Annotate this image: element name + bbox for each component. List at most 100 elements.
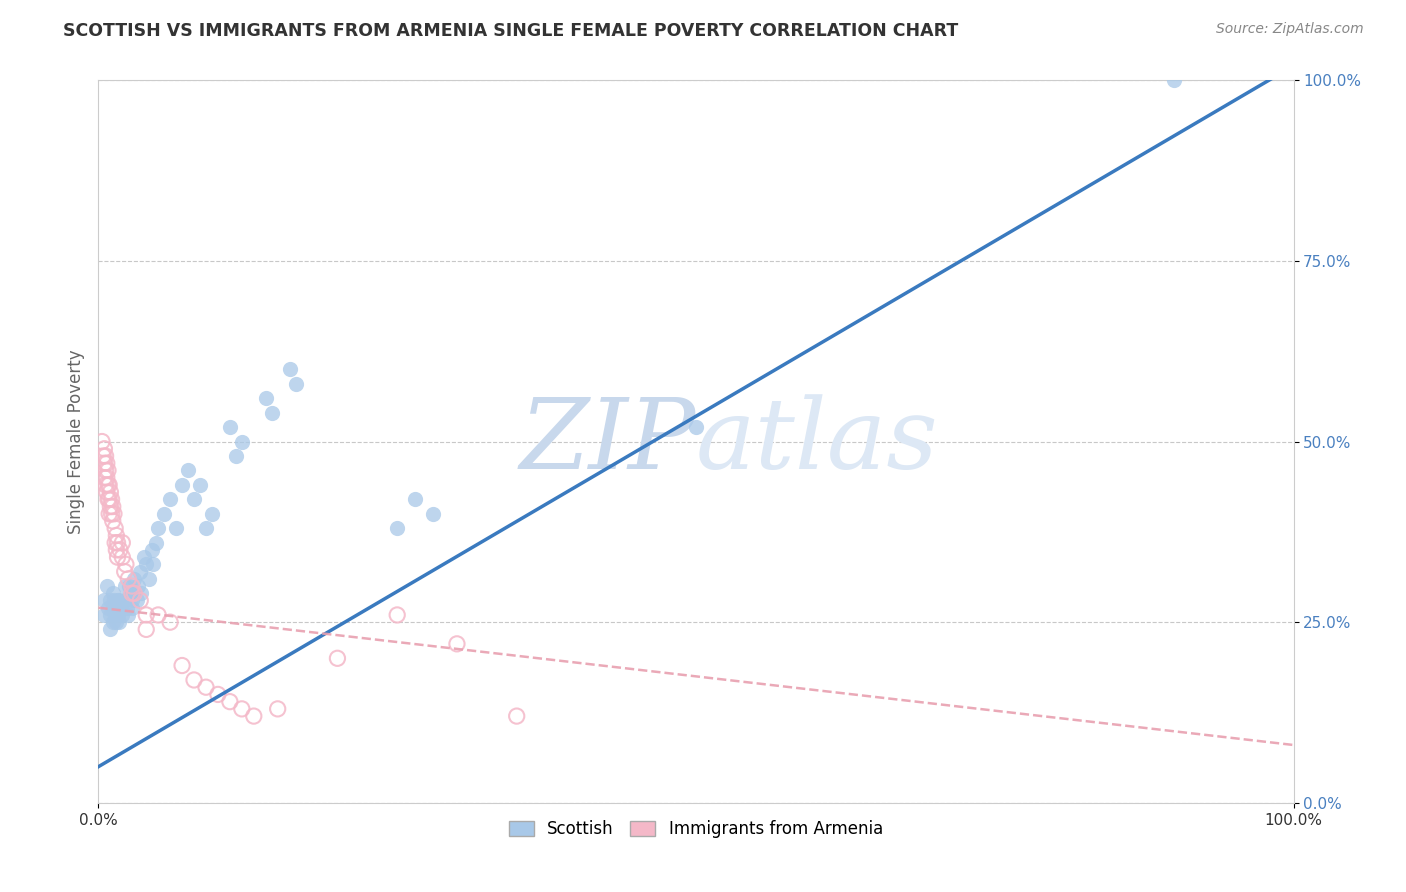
Y-axis label: Single Female Poverty: Single Female Poverty: [66, 350, 84, 533]
Point: [129, 565, 152, 579]
Point: [148, 607, 170, 622]
Point: [101, 514, 124, 528]
Point: [114, 565, 136, 579]
Point: [125, 593, 148, 607]
Point: [124, 572, 146, 586]
Point: [159, 492, 181, 507]
Point: [104, 535, 127, 549]
Point: [107, 593, 129, 607]
Point: [172, 658, 194, 673]
Point: [172, 478, 194, 492]
Point: [141, 542, 163, 557]
Point: [91, 434, 114, 449]
Point: [101, 500, 124, 514]
Point: [195, 521, 218, 535]
Point: [195, 680, 218, 694]
Point: [165, 521, 187, 535]
Text: atlas: atlas: [696, 394, 939, 489]
Point: [98, 593, 122, 607]
Point: [107, 550, 129, 565]
Point: [98, 478, 121, 492]
Point: [98, 623, 122, 637]
Point: [207, 687, 229, 701]
Point: [107, 535, 129, 549]
Point: [103, 507, 125, 521]
Point: [267, 702, 290, 716]
Point: [94, 449, 117, 463]
Point: [148, 521, 170, 535]
Point: [183, 673, 205, 687]
Point: [142, 558, 165, 572]
Point: [188, 478, 211, 492]
Point: [97, 492, 120, 507]
Point: [98, 485, 122, 500]
Point: [260, 406, 283, 420]
Point: [138, 572, 160, 586]
Point: [111, 535, 134, 549]
Point: [107, 615, 129, 630]
Point: [105, 600, 128, 615]
Point: [96, 579, 118, 593]
Point: [385, 521, 409, 535]
Point: [100, 492, 122, 507]
Point: [422, 507, 444, 521]
Point: [124, 586, 146, 600]
Text: ZIP: ZIP: [520, 394, 696, 489]
Point: [114, 579, 136, 593]
Point: [93, 442, 115, 456]
Point: [97, 478, 120, 492]
Point: [96, 485, 118, 500]
Point: [105, 615, 128, 630]
Point: [278, 362, 301, 376]
Point: [231, 702, 253, 716]
Point: [115, 558, 138, 572]
Point: [121, 600, 143, 615]
Point: [219, 420, 242, 434]
Point: [121, 593, 143, 607]
Point: [121, 586, 143, 600]
Point: [231, 434, 253, 449]
Point: [326, 651, 349, 665]
Point: [132, 550, 155, 565]
Point: [121, 579, 143, 593]
Legend: Scottish, Immigrants from Armenia: Scottish, Immigrants from Armenia: [502, 814, 890, 845]
Point: [120, 586, 142, 600]
Point: [91, 449, 114, 463]
Point: [101, 586, 124, 600]
Point: [124, 586, 146, 600]
Text: SCOTTISH VS IMMIGRANTS FROM ARMENIA SINGLE FEMALE POVERTY CORRELATION CHART: SCOTTISH VS IMMIGRANTS FROM ARMENIA SING…: [63, 22, 959, 40]
Point: [115, 600, 138, 615]
Text: Source: ZipAtlas.com: Source: ZipAtlas.com: [1216, 22, 1364, 37]
Point: [225, 449, 247, 463]
Point: [145, 535, 167, 549]
Point: [104, 521, 127, 535]
Point: [93, 593, 115, 607]
Point: [111, 607, 134, 622]
Point: [153, 507, 176, 521]
Point: [93, 607, 115, 622]
Point: [284, 376, 307, 391]
Point: [685, 420, 707, 434]
Point: [94, 463, 117, 477]
Point: [118, 579, 141, 593]
Point: [104, 607, 127, 622]
Point: [93, 456, 115, 470]
Point: [96, 456, 118, 470]
Point: [101, 600, 124, 615]
Point: [105, 528, 128, 542]
Point: [96, 470, 118, 484]
Point: [94, 478, 117, 492]
Point: [114, 593, 136, 607]
Point: [135, 623, 157, 637]
Point: [97, 463, 120, 477]
Point: [201, 507, 224, 521]
Point: [98, 607, 122, 622]
Point: [404, 492, 426, 507]
Point: [111, 550, 134, 565]
Point: [98, 492, 121, 507]
Point: [131, 586, 153, 600]
Point: [506, 709, 529, 723]
Point: [97, 600, 120, 615]
Point: [135, 558, 157, 572]
Point: [117, 607, 139, 622]
